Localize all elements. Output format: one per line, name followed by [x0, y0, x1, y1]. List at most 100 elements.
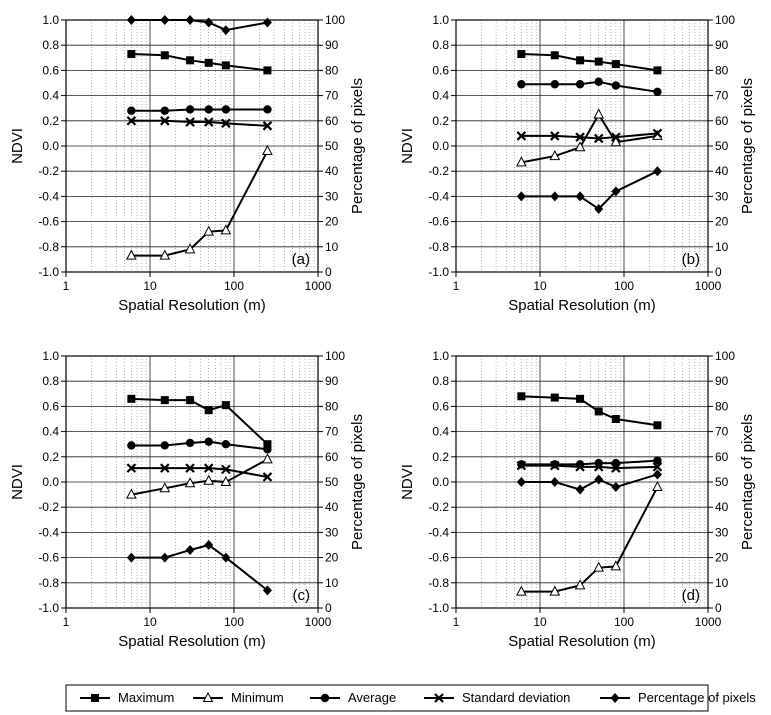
data-point [550, 460, 560, 471]
data-point [160, 463, 170, 473]
panel-a: -1.0-0.8-0.6-0.4-0.20.00.20.40.60.81.001… [9, 13, 366, 314]
data-point [263, 440, 272, 449]
y-right-tick-label: 70 [325, 89, 339, 103]
y-right-tick-label: 30 [715, 189, 729, 203]
data-point [575, 132, 585, 142]
y-left-tick-label: -0.2 [428, 164, 449, 178]
panel-label: (c) [293, 587, 311, 604]
y-right-tick-label: 20 [715, 215, 729, 229]
y-right-tick-label: 50 [715, 475, 729, 489]
data-point [652, 462, 663, 472]
data-point [611, 482, 621, 493]
data-point [516, 460, 527, 471]
legend-marker [202, 691, 214, 702]
data-point [653, 456, 662, 465]
data-point [160, 106, 169, 115]
data-point [652, 128, 663, 139]
legend-label: Minimum [231, 690, 284, 705]
data-point [652, 166, 662, 177]
legend-label: Standard deviation [462, 690, 570, 705]
legend-label: Average [348, 690, 396, 705]
y-right-tick-label: 90 [325, 374, 339, 388]
panel-b: -1.0-0.8-0.6-0.4-0.20.00.20.40.60.81.001… [399, 13, 756, 314]
data-point [204, 58, 213, 67]
data-point [516, 191, 526, 202]
data-point [204, 105, 213, 114]
y-right-tick-label: 70 [325, 425, 339, 439]
y-left-axis-title: NDVI [9, 128, 26, 164]
y-right-tick-label: 40 [325, 164, 339, 178]
y-left-tick-label: -0.8 [428, 240, 449, 254]
y-left-tick-label: -0.6 [428, 215, 449, 229]
y-right-tick-label: 80 [715, 63, 729, 77]
data-point [127, 106, 136, 115]
y-left-tick-label: -0.2 [38, 500, 59, 514]
y-right-tick-label: 10 [715, 240, 729, 254]
x-tick-label: 1000 [305, 615, 332, 629]
data-point [262, 453, 273, 464]
legend-marker [434, 693, 444, 703]
y-left-tick-label: 0.6 [42, 399, 59, 413]
y-right-tick-label: 30 [325, 189, 339, 203]
data-point [262, 585, 272, 596]
y-right-tick-label: 50 [325, 475, 339, 489]
y-right-tick-label: 50 [715, 139, 729, 153]
data-point [204, 540, 214, 550]
y-left-tick-label: -1.0 [38, 265, 59, 279]
data-point [126, 488, 137, 499]
data-point [185, 117, 195, 127]
legend-marker [610, 693, 620, 703]
data-point [653, 421, 662, 430]
data-point [574, 579, 586, 590]
x-tick-label: 10 [143, 279, 157, 293]
data-point [220, 475, 232, 486]
x-tick-label: 10 [533, 615, 547, 629]
data-point [594, 474, 604, 485]
data-point [610, 560, 622, 571]
y-left-tick-label: 0.4 [42, 89, 59, 103]
data-point [160, 552, 170, 563]
data-point [611, 81, 621, 90]
data-point [593, 108, 605, 119]
y-left-tick-label: 0.4 [42, 425, 59, 439]
y-right-tick-label: 30 [325, 525, 339, 539]
series-line [131, 440, 268, 451]
x-tick-label: 1000 [305, 279, 332, 293]
data-point [160, 396, 169, 405]
x-axis-title: Spatial Resolution (m) [118, 633, 266, 650]
y-left-tick-label: 1.0 [42, 349, 59, 363]
data-point [203, 463, 214, 473]
y-right-tick-label: 10 [715, 576, 729, 590]
series-line [521, 53, 658, 72]
data-point [127, 394, 136, 403]
series-line [131, 119, 268, 127]
data-point [517, 50, 526, 59]
y-left-tick-label: -0.6 [38, 215, 59, 229]
y-right-tick-label: 20 [325, 215, 339, 229]
data-point [221, 440, 231, 449]
x-tick-label: 100 [614, 279, 634, 293]
data-point [262, 144, 273, 156]
x-tick-label: 100 [224, 615, 244, 629]
y-right-axis-title: Percentage of pixels [349, 78, 366, 214]
x-tick-label: 10 [143, 615, 157, 629]
y-right-axis-title: Percentage of pixels [739, 414, 756, 550]
panel-label: (d) [682, 587, 700, 604]
y-left-tick-label: 0.8 [432, 38, 449, 52]
y-right-tick-label: 100 [325, 13, 345, 27]
y-right-tick-label: 90 [715, 38, 729, 52]
data-point [203, 225, 215, 236]
y-right-tick-label: 80 [325, 399, 339, 413]
x-tick-label: 100 [614, 615, 634, 629]
y-left-tick-label: 0.2 [432, 114, 449, 128]
y-left-tick-label: -0.8 [38, 240, 59, 254]
data-point [516, 131, 527, 141]
x-tick-label: 1000 [695, 279, 722, 293]
y-left-tick-label: 0.6 [42, 63, 59, 77]
data-point [652, 480, 663, 492]
legend: Maximum Minimum Average Standard deviation P… [65, 684, 756, 712]
y-left-tick-label: 0.8 [42, 38, 59, 52]
data-point [221, 61, 230, 70]
y-right-tick-label: 0 [325, 265, 332, 279]
